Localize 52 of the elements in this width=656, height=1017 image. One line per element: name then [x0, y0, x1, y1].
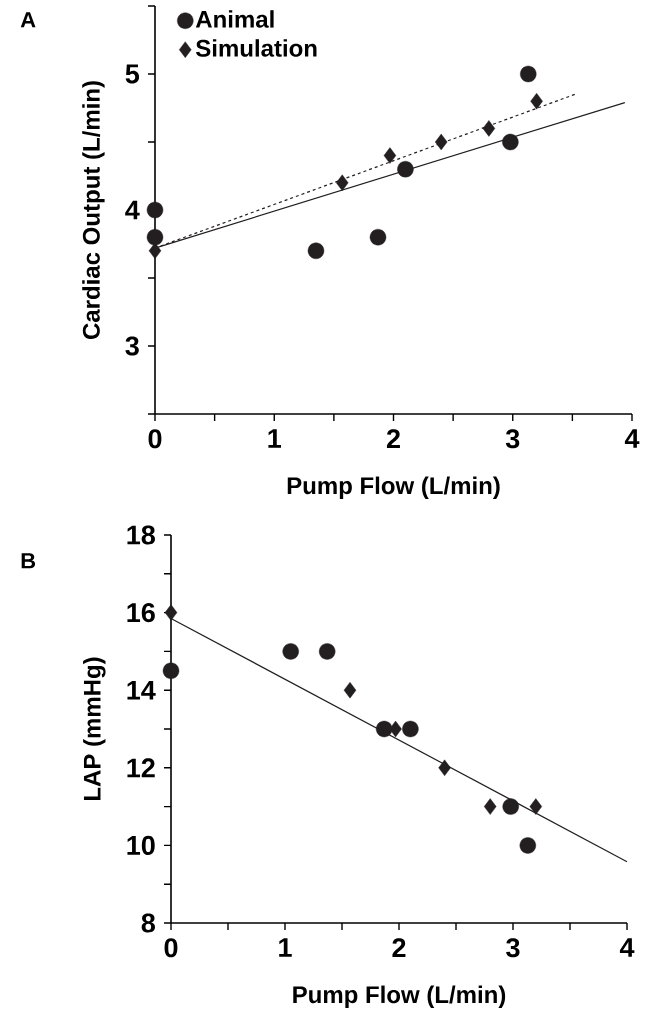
- point: [520, 65, 537, 83]
- point: [402, 720, 419, 738]
- y-tick-label: 16: [127, 603, 155, 623]
- x-axis-title: Pump Flow (L/min): [287, 476, 500, 499]
- y-tick-label: 4: [125, 200, 140, 220]
- point: [307, 242, 325, 259]
- x-axis-title: Pump Flow (L/min): [293, 985, 506, 1008]
- y-tick-label: 18: [127, 525, 155, 545]
- point: [435, 133, 448, 151]
- point: [336, 174, 349, 191]
- point: [164, 604, 178, 621]
- point: [146, 201, 164, 219]
- point: [502, 798, 519, 815]
- y-tick-label: 14: [127, 680, 156, 700]
- point: [282, 643, 299, 660]
- x-tick-label: 2: [392, 938, 406, 958]
- point: [389, 720, 402, 738]
- x-tick-label: 3: [506, 938, 520, 958]
- point: [530, 92, 543, 110]
- point: [529, 798, 542, 815]
- point: [519, 837, 537, 854]
- y-tick-label: 8: [141, 913, 155, 933]
- text: A: [20, 12, 36, 28]
- point: [343, 682, 357, 699]
- point: [369, 228, 387, 246]
- x-tick-label: 2: [386, 429, 400, 449]
- x-tick-label: 1: [268, 429, 282, 448]
- x-tick-label: 3: [505, 429, 520, 449]
- legend-label: Simulation: [195, 39, 317, 57]
- point: [162, 662, 180, 679]
- y-tick-label: 5: [125, 64, 140, 84]
- point: [397, 160, 414, 178]
- x-tick-label: 1: [279, 938, 292, 957]
- point: [482, 120, 496, 137]
- x-tick-label: 4: [624, 429, 640, 448]
- point: [484, 798, 497, 815]
- point: [438, 759, 451, 776]
- y-tick-label: 10: [127, 835, 155, 855]
- point: [383, 147, 397, 164]
- legend-label: Animal: [195, 10, 274, 28]
- point: [375, 720, 393, 738]
- y-axis-title: Cardiac Output (L/min): [82, 81, 105, 339]
- y-tick-label: 3: [125, 336, 139, 356]
- x-tick-label: 0: [148, 429, 162, 449]
- y-tick-label: 12: [127, 758, 155, 778]
- point: [318, 643, 336, 660]
- text: B: [21, 553, 36, 569]
- x-tick-label: 0: [164, 938, 178, 958]
- point: [146, 228, 164, 246]
- x-tick-label: 4: [619, 938, 635, 957]
- y-axis-title: LAP (mmHg): [83, 657, 106, 801]
- point: [502, 133, 519, 151]
